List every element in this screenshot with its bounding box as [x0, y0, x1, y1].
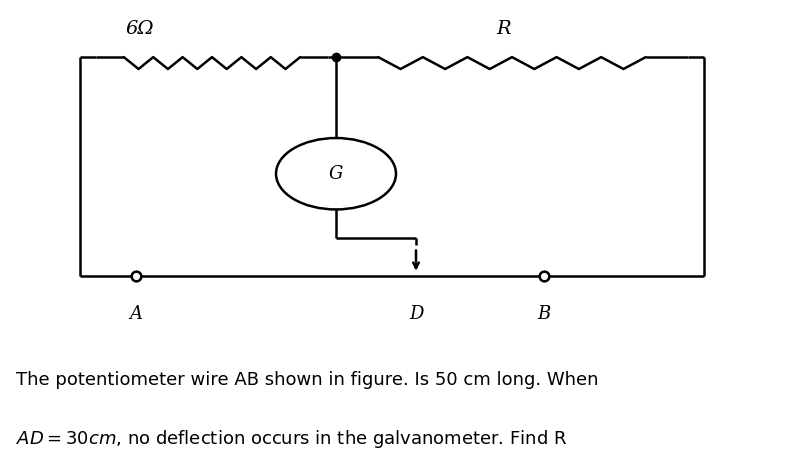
Text: $AD=30cm$, no deflection occurs in the galvanometer. Find R: $AD=30cm$, no deflection occurs in the g… — [16, 428, 567, 450]
Text: A: A — [130, 305, 142, 323]
Text: B: B — [538, 305, 550, 323]
Text: The potentiometer wire AB shown in figure. Is 50 cm long. When: The potentiometer wire AB shown in figur… — [16, 371, 598, 389]
Text: D: D — [409, 305, 423, 323]
Text: R: R — [497, 20, 511, 38]
Text: G: G — [329, 165, 343, 183]
Text: 6Ω: 6Ω — [126, 20, 154, 38]
